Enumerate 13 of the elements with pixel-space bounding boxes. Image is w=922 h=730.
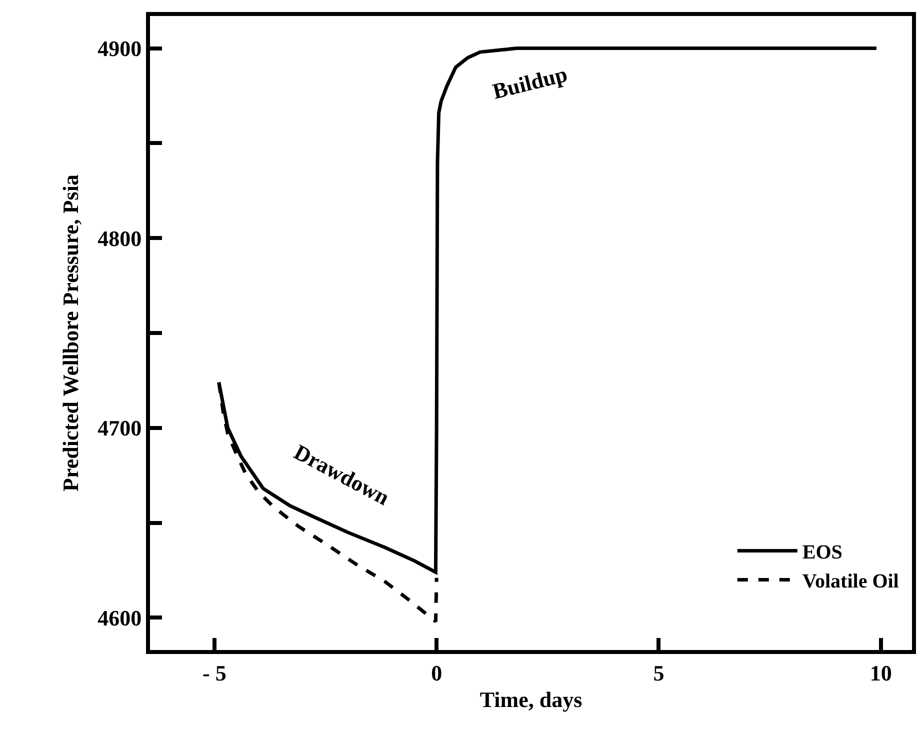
legend-label: EOS [802, 542, 842, 564]
x-tick-label: - 5 [202, 660, 226, 686]
x-tick-label: 10 [870, 660, 892, 686]
y-tick-label: 4700 [98, 416, 142, 441]
y-tick-label: 4900 [98, 36, 142, 61]
x-axis-title: Time, days [480, 686, 583, 712]
y-tick-label: 4600 [98, 605, 142, 630]
legend-label: Volatile Oil [802, 570, 900, 593]
x-tick-label: 5 [653, 660, 664, 686]
y-tick-label: 4800 [98, 226, 142, 251]
x-tick-label: 0 [431, 660, 442, 686]
y-axis-title: Predicted Wellbore Pressure, Psia [58, 174, 83, 492]
annotation: Buildup [490, 61, 570, 104]
